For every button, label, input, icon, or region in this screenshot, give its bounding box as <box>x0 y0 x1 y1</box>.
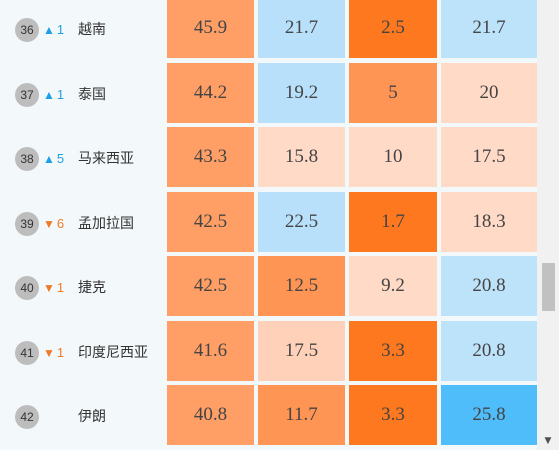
score-cell-1: 43.3 <box>167 127 254 187</box>
rank-change: ▲ 5 <box>43 151 64 167</box>
score-cell-4: 21.7 <box>441 0 537 58</box>
score-cell-1: 40.8 <box>167 385 254 445</box>
country-name: 马来西亚 <box>78 151 134 167</box>
score-cell-1: 45.9 <box>167 0 254 58</box>
score-cell-4: 25.8 <box>441 385 537 445</box>
rank-change-value: 5 <box>56 151 65 166</box>
rank-change: ▲ 1 <box>43 87 64 103</box>
score-cell-4: 18.3 <box>441 192 537 252</box>
table-row[interactable]: 41 ▼ 1 印度尼西亚 41.6 17.5 3.3 20.8 <box>0 319 537 383</box>
score-cell-2: 21.7 <box>258 0 345 58</box>
score-cell-2: 12.5 <box>258 256 345 316</box>
score-cell-4: 20.8 <box>441 321 537 381</box>
country-name: 泰国 <box>78 87 106 103</box>
score-cell-3: 9.2 <box>349 256 437 316</box>
arrow-up-icon: ▲ <box>43 88 55 102</box>
country-name: 印度尼西亚 <box>78 345 148 361</box>
table-row[interactable]: 40 ▼ 1 捷克 42.5 12.5 9.2 20.8 <box>0 254 537 318</box>
score-cell-1: 44.2 <box>167 63 254 123</box>
table-row[interactable]: 38 ▲ 5 马来西亚 43.3 15.8 10 17.5 <box>0 125 537 189</box>
table-row[interactable]: 37 ▲ 1 泰国 44.2 19.2 5 20 <box>0 61 537 125</box>
score-cell-3: 1.7 <box>349 192 437 252</box>
rank-badge: 40 <box>15 276 39 300</box>
arrow-up-icon: ▲ <box>43 152 55 166</box>
rank-badge: 38 <box>15 147 39 171</box>
score-cell-3: 10 <box>349 127 437 187</box>
rank-change: ▲ 1 <box>43 22 64 38</box>
arrow-down-icon: ▼ <box>43 281 55 295</box>
rank-change: ▼ 6 <box>43 216 64 232</box>
arrow-down-icon: ▼ <box>43 346 55 360</box>
score-cell-3: 3.3 <box>349 321 437 381</box>
score-cell-2: 22.5 <box>258 192 345 252</box>
rank-change-value: 1 <box>56 345 65 360</box>
score-cell-3: 3.3 <box>349 385 437 445</box>
score-cell-2: 17.5 <box>258 321 345 381</box>
table-row[interactable]: 39 ▼ 6 孟加拉国 42.5 22.5 1.7 18.3 <box>0 190 537 254</box>
rank-badge: 37 <box>15 83 39 107</box>
scroll-down-button[interactable]: ▼ <box>537 432 559 450</box>
rank-change-value: 6 <box>56 216 65 231</box>
rank-badge: 36 <box>15 18 39 42</box>
country-name: 捷克 <box>78 280 106 296</box>
chevron-down-icon: ▼ <box>544 436 552 446</box>
rank-badge: 41 <box>15 341 39 365</box>
arrow-down-icon: ▼ <box>43 217 55 231</box>
rank-change: ▼ 1 <box>43 345 64 361</box>
score-cell-3: 2.5 <box>349 0 437 58</box>
score-cell-2: 15.8 <box>258 127 345 187</box>
country-name: 伊朗 <box>78 409 106 425</box>
rank-change-value: 1 <box>56 280 65 295</box>
score-cell-4: 20.8 <box>441 256 537 316</box>
score-cell-4: 17.5 <box>441 127 537 187</box>
table-row[interactable]: 42 伊朗 40.8 11.7 3.3 25.8 <box>0 383 537 447</box>
rank-change-value: 1 <box>56 87 65 102</box>
score-cell-2: 19.2 <box>258 63 345 123</box>
score-cell-1: 42.5 <box>167 256 254 316</box>
scroll-thumb[interactable] <box>542 263 555 311</box>
country-name: 越南 <box>78 22 106 38</box>
rank-badge: 39 <box>15 212 39 236</box>
score-cell-4: 20 <box>441 63 537 123</box>
rank-change-value: 1 <box>56 22 65 37</box>
vertical-scrollbar[interactable]: ▼ <box>537 0 559 450</box>
rank-change: ▼ 1 <box>43 280 64 296</box>
score-cell-1: 41.6 <box>167 321 254 381</box>
rank-badge: 42 <box>15 405 39 429</box>
score-cell-2: 11.7 <box>258 385 345 445</box>
score-cell-1: 42.5 <box>167 192 254 252</box>
table-row[interactable]: 36 ▲ 1 越南 45.9 21.7 2.5 21.7 <box>0 0 537 60</box>
arrow-up-icon: ▲ <box>43 23 55 37</box>
score-cell-3: 5 <box>349 63 437 123</box>
country-name: 孟加拉国 <box>78 216 134 232</box>
